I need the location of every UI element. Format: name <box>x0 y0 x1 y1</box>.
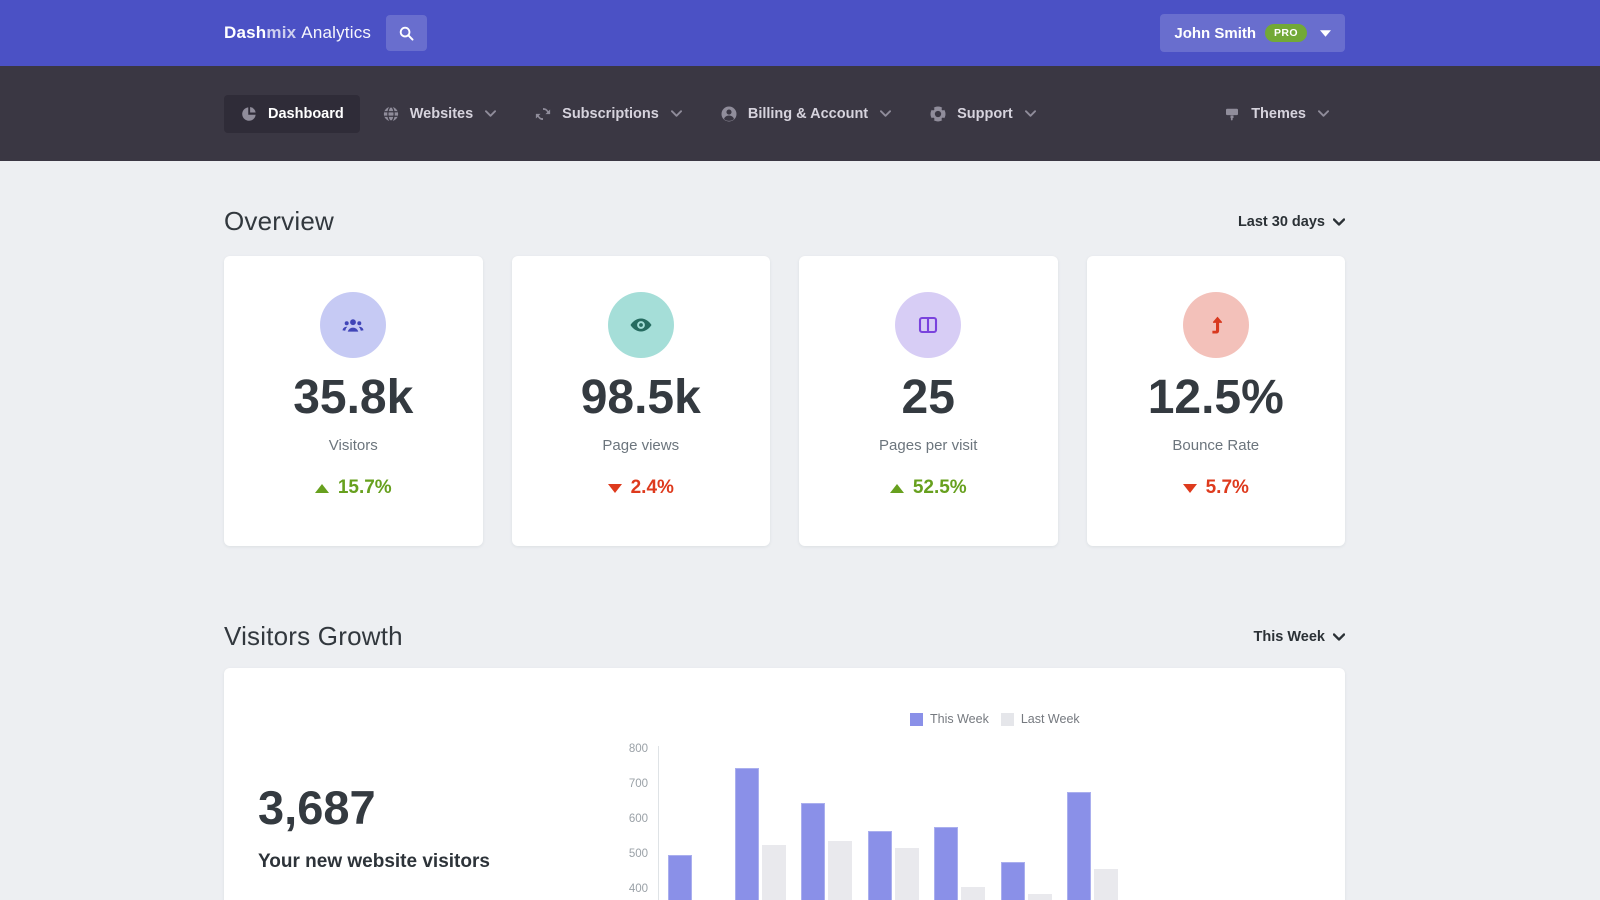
triangle-down-icon <box>1182 483 1197 493</box>
brand-logo[interactable]: Dashmix Analytics <box>224 23 371 43</box>
legend-item-this-week: This Week <box>910 712 989 726</box>
stat-delta: 2.4% <box>630 477 674 498</box>
stat-card-pages-per-visit: 25 Pages per visit 52.5% <box>799 256 1058 546</box>
stat-card-page-views: 98.5k Page views 2.4% <box>511 256 770 546</box>
legend-label: This Week <box>930 712 989 726</box>
nav-item-dashboard[interactable]: Dashboard <box>224 94 360 133</box>
overview-title: Overview <box>224 206 334 236</box>
bar-last-week <box>1094 869 1118 900</box>
visitors-growth-card: 3,687 Your new website visitors This Wee… <box>224 668 1345 900</box>
sync-icon <box>534 105 552 123</box>
caret-down-icon <box>1320 29 1331 37</box>
y-axis-tick: 400 <box>628 883 648 895</box>
stat-cards-row: 35.8k Visitors 15.7% 98.5k Page views 2.… <box>224 256 1345 546</box>
user-name: John Smith <box>1174 24 1257 42</box>
stat-label: Page views <box>602 437 680 454</box>
bar-this-week <box>1000 862 1025 900</box>
y-axis-tick: 500 <box>628 848 648 860</box>
stat-card-bounce-rate: 12.5% Bounce Rate 5.7% <box>1086 256 1345 546</box>
globe-icon <box>382 105 400 123</box>
search-icon <box>398 25 415 42</box>
top-header: Dashmix Analytics John Smith PRO <box>0 0 1600 66</box>
bar-last-week <box>828 841 852 900</box>
overview-range-dropdown[interactable]: Last 30 days <box>1238 214 1345 230</box>
life-ring-icon <box>929 105 947 123</box>
stat-value: 25 <box>901 371 955 424</box>
nav-label: Support <box>957 105 1013 122</box>
nav-item-support[interactable]: Support <box>913 95 1052 133</box>
bar-this-week <box>934 827 958 900</box>
nav-label: Dashboard <box>268 105 344 122</box>
search-button[interactable] <box>386 15 428 51</box>
y-axis-tick: 800 <box>628 743 648 755</box>
eye-icon <box>607 292 674 358</box>
brand-rest: Analytics <box>301 23 372 42</box>
pro-badge: PRO <box>1265 24 1307 42</box>
level-up-icon <box>1182 292 1249 358</box>
bar-this-week <box>668 855 692 900</box>
bar-last-week <box>761 844 786 900</box>
nav-label: Subscriptions <box>562 105 659 122</box>
stat-label: Bounce Rate <box>1172 437 1260 454</box>
overview-range-label: Last 30 days <box>1237 213 1325 230</box>
growth-range-dropdown[interactable]: This Week <box>1254 629 1345 645</box>
stat-card-visitors: 35.8k Visitors 15.7% <box>224 256 483 546</box>
legend-swatch-last-week <box>1000 712 1014 726</box>
stat-value: 35.8k <box>293 371 414 424</box>
bar-this-week <box>1067 792 1091 900</box>
main-nav: Dashboard Websites Subscriptions Bill <box>0 66 1600 161</box>
bar-last-week <box>1027 893 1052 900</box>
y-axis-tick: 600 <box>628 813 648 825</box>
bar-last-week <box>961 886 985 900</box>
stat-label: Visitors <box>328 437 378 454</box>
new-visitors-subtitle: Your new website visitors <box>258 851 490 872</box>
nav-label: Themes <box>1251 105 1306 122</box>
stat-delta: 15.7% <box>337 477 392 498</box>
growth-range-label: This Week <box>1253 628 1325 645</box>
nav-item-themes[interactable]: Themes <box>1207 95 1345 133</box>
new-visitors-count: 3,687 <box>258 781 376 834</box>
stat-delta: 5.7% <box>1205 477 1249 498</box>
user-circle-icon <box>720 105 738 123</box>
chevron-down-icon <box>880 110 892 117</box>
bar-this-week <box>867 830 892 900</box>
legend-item-last-week: Last Week <box>1000 712 1080 726</box>
y-axis-line <box>658 746 659 900</box>
nav-label: Websites <box>409 105 474 122</box>
stat-label: Pages per visit <box>879 437 978 454</box>
chevron-down-icon <box>1333 632 1345 641</box>
visitors-growth-title: Visitors Growth <box>224 621 403 651</box>
legend-label: Last Week <box>1020 712 1080 726</box>
chevron-down-icon <box>1333 217 1345 226</box>
brand-mid: mix <box>266 23 297 42</box>
chevron-down-icon <box>485 110 497 117</box>
legend-swatch-this-week <box>910 712 923 726</box>
triangle-up-icon <box>889 483 904 493</box>
chart-legend: This Week Last Week <box>910 712 1080 726</box>
pie-chart-icon <box>240 105 258 123</box>
triangle-up-icon <box>314 483 329 493</box>
nav-item-billing-account[interactable]: Billing & Account <box>704 95 907 133</box>
stat-value: 12.5% <box>1147 371 1284 424</box>
bar-this-week <box>734 767 759 900</box>
chevron-down-icon <box>670 110 682 117</box>
brand-bold: Dash <box>224 23 267 42</box>
nav-item-websites[interactable]: Websites <box>366 95 512 133</box>
stat-delta: 52.5% <box>912 477 967 498</box>
paint-brush-icon <box>1223 105 1241 123</box>
bar-this-week <box>801 802 825 900</box>
nav-label: Billing & Account <box>747 105 869 122</box>
chevron-down-icon <box>1318 110 1329 117</box>
triangle-down-icon <box>607 483 622 493</box>
nav-item-subscriptions[interactable]: Subscriptions <box>518 95 698 133</box>
bar-last-week <box>894 848 919 900</box>
chevron-down-icon <box>1024 110 1036 117</box>
user-menu-button[interactable]: John Smith PRO <box>1160 14 1345 52</box>
columns-icon <box>895 292 962 358</box>
users-icon <box>320 292 387 358</box>
y-axis-tick: 700 <box>628 778 648 790</box>
stat-value: 98.5k <box>580 371 701 424</box>
